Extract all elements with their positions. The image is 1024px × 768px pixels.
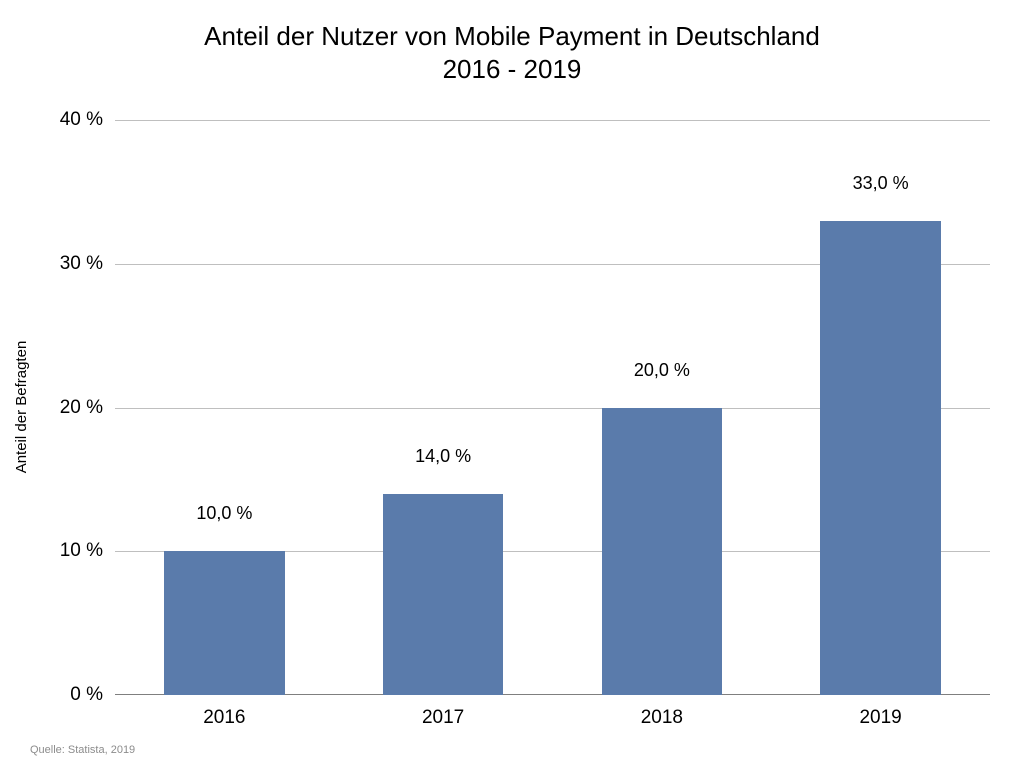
bar-chart: Anteil der Nutzer von Mobile Payment in … bbox=[0, 0, 1024, 768]
bar bbox=[602, 408, 722, 696]
bar-value-label: 10,0 % bbox=[196, 503, 252, 524]
chart-title-line2: 2016 - 2019 bbox=[443, 54, 582, 84]
bar bbox=[383, 494, 503, 695]
y-tick-label: 30 % bbox=[60, 253, 103, 275]
y-tick-label: 20 % bbox=[60, 397, 103, 419]
plot-area: 0 %10 %20 %30 %40 %10,0 %201614,0 %20172… bbox=[115, 120, 990, 695]
bar-value-label: 14,0 % bbox=[415, 446, 471, 467]
bar-value-label: 20,0 % bbox=[634, 360, 690, 381]
y-tick-label: 0 % bbox=[70, 684, 103, 706]
gridline bbox=[115, 120, 990, 121]
x-tick-label: 2016 bbox=[203, 707, 245, 729]
chart-title: Anteil der Nutzer von Mobile Payment in … bbox=[0, 20, 1024, 85]
bar bbox=[820, 221, 940, 695]
x-tick-label: 2019 bbox=[859, 707, 901, 729]
source-text: Quelle: Statista, 2019 bbox=[30, 744, 135, 756]
y-tick-label: 40 % bbox=[60, 109, 103, 131]
y-axis-title: Anteil der Befragten bbox=[13, 341, 30, 474]
x-tick-label: 2017 bbox=[422, 707, 464, 729]
chart-title-line1: Anteil der Nutzer von Mobile Payment in … bbox=[204, 21, 820, 51]
bar bbox=[164, 551, 284, 695]
x-tick-label: 2018 bbox=[641, 707, 683, 729]
y-tick-label: 10 % bbox=[60, 540, 103, 562]
bar-value-label: 33,0 % bbox=[853, 173, 909, 194]
